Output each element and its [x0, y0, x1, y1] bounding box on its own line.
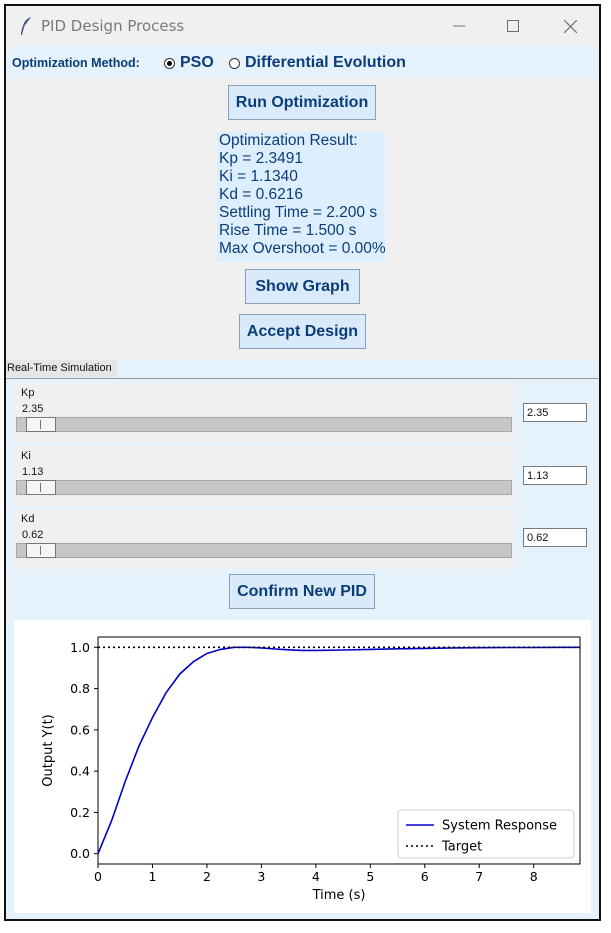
system-response-line [97, 646, 580, 855]
x-tick-label: 3 [257, 869, 265, 884]
ki-slider-handle[interactable] [26, 480, 57, 495]
maximize-icon [507, 20, 519, 32]
radio-dot [229, 57, 240, 69]
realtime-simulation-label: Real-Time Simulation [6, 360, 117, 377]
kp-slider-value: 2.35 [22, 403, 44, 415]
radio-pso[interactable]: PSO [164, 54, 214, 72]
result-max-overshoot: Max Overshoot = 0.00% [219, 240, 386, 257]
method-bar: Optimization Method: PSO Differential Ev… [6, 48, 599, 78]
result-settling-time: Settling Time = 2.200 s [219, 204, 378, 221]
response-chart: 0 1 2 3 4 5 6 7 8 0.0 0.2 0.4 0.6 0.8 1.0 Time (s) Outpu… [41, 636, 581, 903]
minimize-button[interactable] [436, 6, 482, 46]
app-window: PID Design Process Optimization Method: … [4, 4, 601, 921]
radio-de-label: Differential Evolution [245, 54, 406, 71]
result-heading: Optimization Result: [219, 132, 358, 149]
x-tick-label: 7 [475, 869, 483, 884]
show-graph-button[interactable]: Show Graph [245, 269, 360, 304]
window-title: PID Design Process [41, 17, 185, 35]
minimize-icon [453, 25, 465, 27]
legend-label: System Response [442, 819, 557, 834]
y-tick-label: 0.8 [70, 681, 90, 696]
x-axis-label: Time (s) [312, 888, 366, 903]
ki-entry[interactable] [523, 466, 587, 485]
x-tick-label: 2 [203, 869, 211, 884]
y-tick-label: 0.0 [70, 846, 90, 861]
y-tick-label: 0.6 [70, 722, 90, 737]
kp-slider-trough[interactable] [16, 417, 512, 432]
close-button[interactable] [547, 6, 593, 46]
ki-slider-panel: Ki 1.13 [14, 446, 514, 506]
result-ki: Ki = 1.1340 [219, 168, 298, 185]
kd-slider-panel: Kd 0.62 [14, 509, 514, 569]
kd-slider-trough[interactable] [16, 543, 512, 558]
result-rise-time: Rise Time = 1.500 s [219, 222, 357, 239]
kd-entry[interactable] [523, 528, 587, 547]
ki-slider-trough[interactable] [16, 480, 512, 495]
x-tick-label: 4 [312, 869, 320, 884]
response-plot: 0 1 2 3 4 5 6 7 8 0.0 0.2 0.4 0.6 0.8 1.0 Time (s) Outpu… [14, 620, 591, 913]
x-tick-label: 5 [366, 869, 374, 884]
accept-design-button[interactable]: Accept Design [239, 314, 366, 349]
close-icon [563, 19, 577, 33]
y-tick-label: 0.4 [70, 764, 90, 779]
x-tick-label: 8 [530, 869, 538, 884]
result-kd: Kd = 0.6216 [219, 186, 304, 203]
title-bar: PID Design Process [6, 6, 599, 46]
y-tick-label: 1.0 [70, 640, 90, 655]
feather-icon [21, 16, 32, 35]
ki-slider-value: 1.13 [22, 466, 44, 478]
radio-differential-evolution[interactable]: Differential Evolution [229, 54, 406, 72]
maximize-button[interactable] [490, 6, 536, 46]
x-tick-label: 1 [148, 869, 156, 884]
legend-label: Target [441, 840, 482, 855]
method-label: Optimization Method: [12, 56, 140, 70]
x-tick-label: 0 [94, 869, 102, 884]
y-tick-label: 0.2 [70, 805, 90, 820]
divider [6, 378, 599, 379]
ki-slider-label: Ki [21, 450, 31, 462]
kd-slider-value: 0.62 [22, 529, 44, 541]
kp-slider-panel: Kp 2.35 [14, 383, 514, 443]
kd-slider-handle[interactable] [26, 543, 57, 558]
radio-dot-selected [164, 57, 175, 69]
result-kp: Kp = 2.3491 [219, 150, 304, 167]
kp-slider-handle[interactable] [26, 417, 57, 432]
kd-slider-label: Kd [21, 513, 35, 525]
x-tick-label: 6 [421, 869, 429, 884]
radio-pso-label: PSO [180, 54, 214, 71]
optimization-result: Optimization Result: Kp = 2.3491 Ki = 1.… [217, 132, 386, 262]
confirm-new-pid-button[interactable]: Confirm New PID [229, 574, 375, 609]
legend-box [397, 809, 575, 859]
kp-entry[interactable] [523, 403, 587, 422]
kp-slider-label: Kp [21, 387, 35, 399]
run-optimization-button[interactable]: Run Optimization [228, 85, 376, 120]
y-axis-label: Output Y(t) [41, 714, 56, 786]
